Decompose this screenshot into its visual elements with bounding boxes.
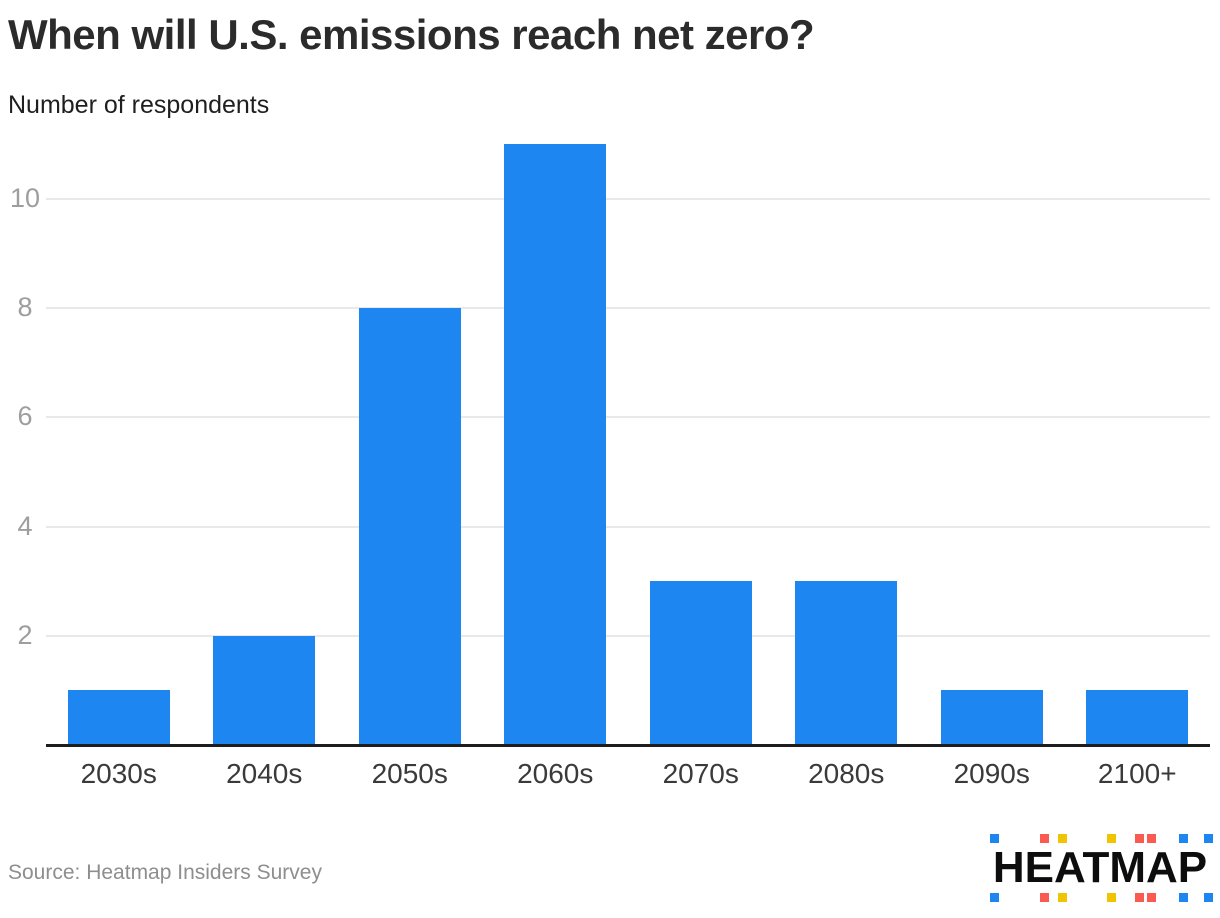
x-tick-label-2030s: 2030s — [80, 758, 157, 789]
y-tick-label-6: 6 — [17, 401, 33, 432]
logo-square-yellow — [1107, 893, 1116, 902]
logo-square-blue — [1179, 893, 1188, 902]
logo-square-red — [1135, 893, 1144, 902]
bar-2030s — [67, 690, 170, 745]
heatmap-logo: HEATMAP — [984, 834, 1216, 904]
x-tick-label-2090s: 2090s — [953, 758, 1030, 789]
logo-square-red — [1040, 893, 1049, 902]
chart-subtitle: Number of respondents — [8, 91, 270, 119]
logo-square-red — [1147, 893, 1156, 902]
gridline-8 — [46, 307, 1210, 310]
x-tick-label-2100+: 2100+ — [1097, 758, 1177, 789]
bar-2060s — [504, 144, 607, 745]
bar-2070s — [649, 581, 752, 745]
source-note: Source: Heatmap Insiders Survey — [8, 861, 322, 884]
x-tick-label-2080s: 2080s — [808, 758, 885, 789]
y-tick-label-8: 8 — [17, 292, 33, 323]
bar-2050s — [358, 308, 461, 745]
logo-square-blue — [990, 893, 999, 902]
x-axis-line — [46, 744, 1210, 747]
x-tick-label-2050s: 2050s — [371, 758, 448, 789]
x-tick-label-2060s: 2060s — [517, 758, 594, 789]
x-tick-label-2040s: 2040s — [226, 758, 303, 789]
logo-square-yellow — [1058, 893, 1067, 902]
heatmap-logo-text: HEATMAP — [992, 843, 1208, 892]
logo-square-yellow — [1058, 834, 1067, 843]
y-tick-label-10: 10 — [9, 183, 41, 213]
gridline-4 — [46, 525, 1210, 528]
logo-square-blue — [990, 834, 999, 843]
logo-square-blue — [1204, 893, 1213, 902]
logo-square-red — [1147, 834, 1156, 843]
x-tick-label-2070s: 2070s — [662, 758, 739, 789]
bar-2090s — [940, 690, 1043, 745]
bar-2100+ — [1086, 690, 1189, 745]
y-tick-label-4: 4 — [17, 510, 33, 541]
bar-2040s — [213, 635, 316, 745]
gridline-6 — [46, 416, 1210, 419]
logo-square-yellow — [1107, 834, 1116, 843]
gridline-2 — [46, 634, 1210, 637]
y-tick-label-2: 2 — [17, 619, 33, 650]
chart-title: When will U.S. emissions reach net zero? — [8, 11, 815, 58]
gridline-10 — [46, 198, 1210, 200]
logo-square-blue — [1179, 834, 1188, 843]
logo-square-red — [1135, 834, 1144, 843]
logo-square-blue — [1204, 834, 1213, 843]
bar-2080s — [795, 581, 898, 745]
logo-square-red — [1040, 834, 1049, 843]
